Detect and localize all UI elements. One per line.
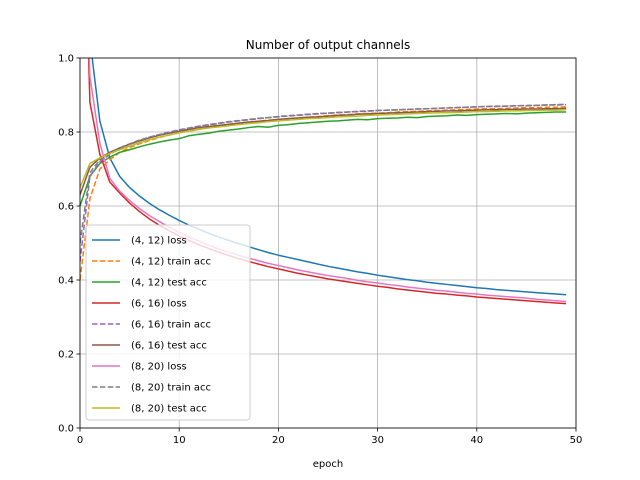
legend-entry: (4, 12) train acc: [131, 257, 211, 268]
legend-entry: (4, 12) test acc: [131, 278, 207, 289]
y-tick-label: 0.8: [58, 128, 74, 139]
y-tick-label: 0.0: [58, 424, 74, 435]
x-axis-label: epoch: [313, 459, 343, 470]
x-tick-label: 40: [470, 435, 483, 446]
legend-entry: (8, 20) train acc: [131, 383, 211, 394]
x-tick-label: 20: [272, 435, 285, 446]
legend-box: [85, 224, 251, 421]
legend-entry: (6, 16) train acc: [131, 320, 211, 331]
x-tick-label: 10: [173, 435, 186, 446]
x-tick-label: 30: [371, 435, 384, 446]
x-tick-label: 0: [77, 435, 83, 446]
legend: (4, 12) loss (4, 12) train acc (4, 12) tes…: [85, 224, 251, 421]
axis-ticks: 0 10 20 30 40 50 0.0 0.2 0.4 0.6 0.8 1.0: [58, 54, 582, 447]
plot-frame: [79, 57, 577, 429]
y-tick-label: 1.0: [58, 54, 74, 65]
y-tick-label: 0.6: [58, 202, 74, 213]
y-tick-label: 0.2: [58, 350, 74, 361]
series-line-1: [91, 58, 567, 296]
legend-entry: (6, 16) test acc: [131, 341, 207, 352]
series-line-3: [80, 111, 567, 207]
series-lines: [80, 58, 567, 305]
y-tick-label: 0.4: [58, 276, 74, 287]
legend-entry: (6, 16) loss: [131, 299, 187, 310]
chart-title: Number of output channels: [246, 38, 411, 52]
legend-entry: (4, 12) loss: [131, 236, 187, 247]
series-line-7: [88, 58, 567, 303]
x-tick-label: 50: [570, 435, 583, 446]
legend-entry: (8, 20) loss: [131, 362, 187, 373]
legend-entry: (8, 20) test acc: [131, 404, 207, 415]
series-line-8: [80, 103, 567, 244]
series-line-9: [80, 109, 567, 188]
